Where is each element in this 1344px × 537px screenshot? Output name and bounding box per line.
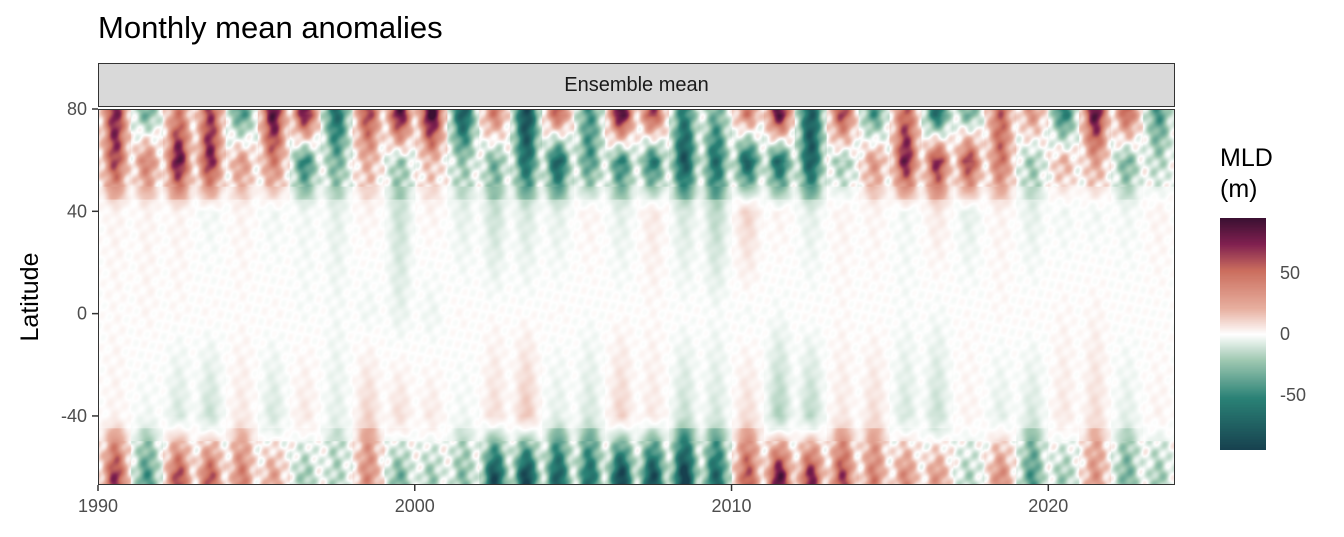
x-tick-label: 1990 [78,496,118,516]
x-tick-label: 2020 [1028,496,1068,516]
y-tick-label: 80 [67,99,87,119]
plot-panel [98,109,1175,485]
colorbar [1220,218,1266,450]
x-tick-label: 2010 [712,496,752,516]
chart-title: Monthly mean anomalies [98,10,443,45]
colorbar-tick-label: 0 [1280,324,1290,344]
legend-title-line2: (m) [1220,175,1258,203]
legend-title-line1: MLD [1220,144,1273,172]
facet-label: Ensemble mean [564,73,709,96]
y-tick-label: 40 [67,201,87,221]
facet-strip: Ensemble mean [98,63,1175,107]
colorbar-tick-label: 50 [1280,263,1300,283]
x-tick-label: 2000 [395,496,435,516]
colorbar-tick-label: -50 [1280,385,1306,405]
heatmap-cells [99,110,1174,484]
y-tick-label: 0 [77,304,87,324]
y-tick-label: -40 [61,406,87,426]
legend-title: MLD (m) [1220,143,1273,205]
y-axis-title: Latitude [16,253,44,342]
